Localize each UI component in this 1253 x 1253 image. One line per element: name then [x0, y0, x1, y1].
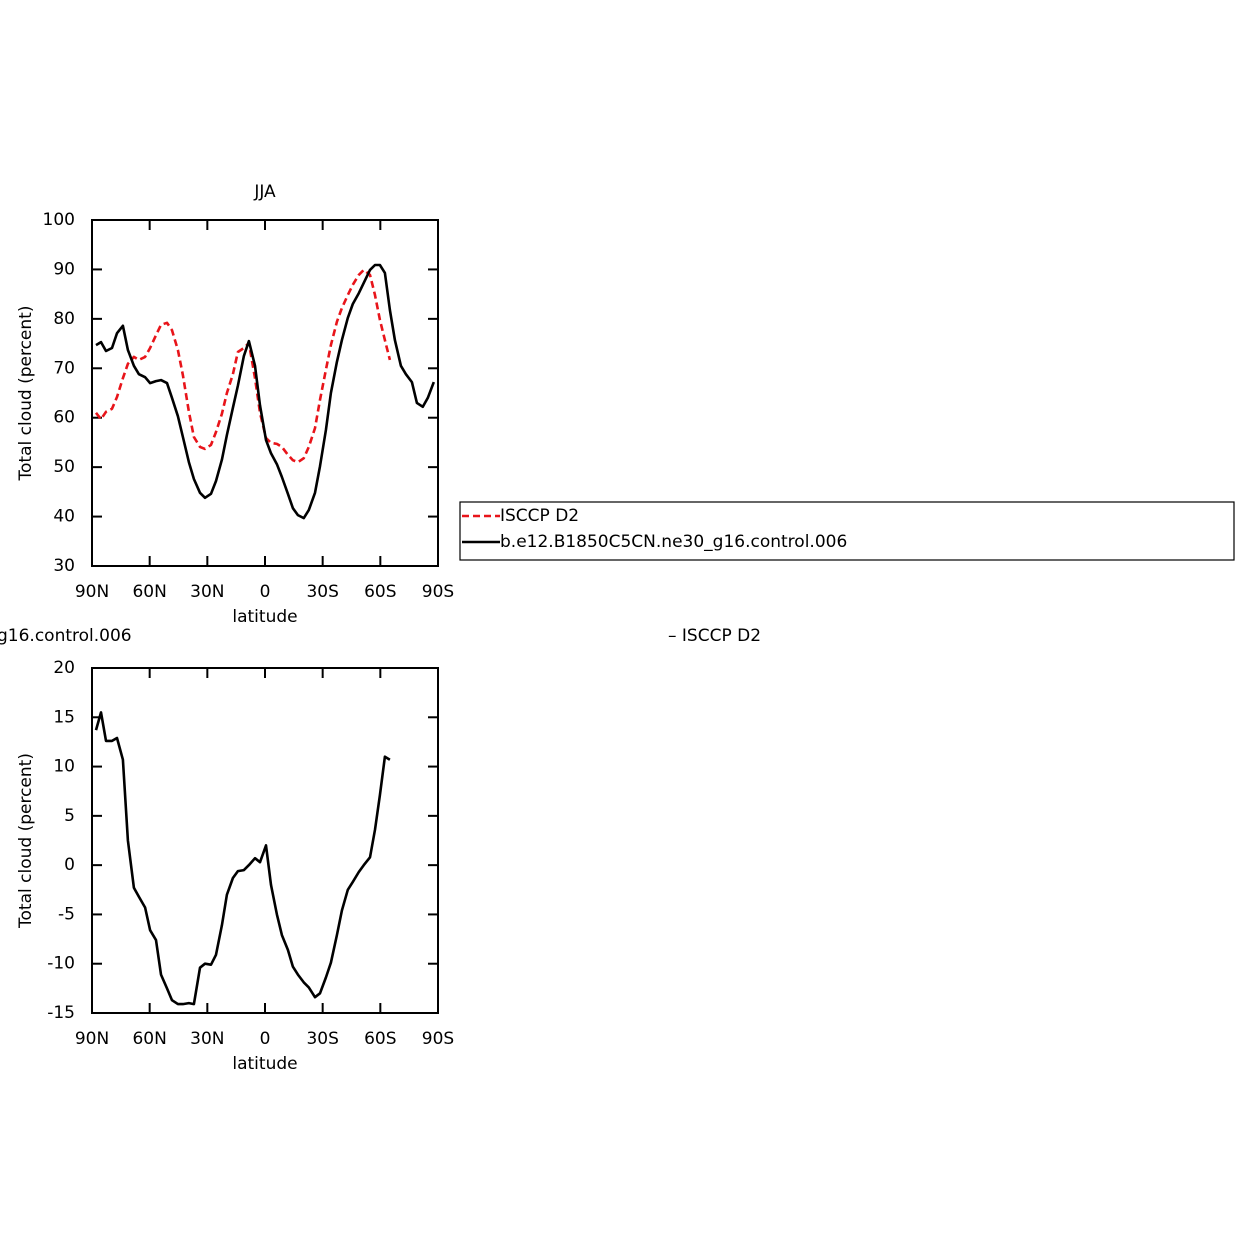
- y-tick-label: 20: [53, 658, 75, 678]
- chart-title: g16.control.006: [0, 626, 132, 646]
- y-tick-label: -10: [47, 954, 75, 974]
- x-axis-label: latitude: [232, 607, 297, 627]
- x-tick-label: 0: [260, 1029, 271, 1049]
- chart-title: – ISCCP D2: [668, 626, 761, 646]
- y-tick-label: 5: [64, 806, 75, 826]
- y-axis-label: Total cloud (percent): [16, 306, 36, 482]
- data-line: [94, 711, 391, 1006]
- x-tick-label: 30N: [190, 582, 224, 602]
- legend-label: b.e12.B1850C5CN.ne30_g16.control.006: [500, 532, 847, 552]
- y-tick-label: 40: [53, 507, 75, 527]
- x-tick-label: 60S: [364, 582, 396, 602]
- y-tick-label: 50: [53, 457, 75, 477]
- x-tick-label: 30N: [190, 1029, 224, 1049]
- x-tick-label: 30S: [306, 582, 338, 602]
- x-tick-label: 60S: [364, 1029, 396, 1049]
- chart-title: JJA: [253, 182, 276, 202]
- y-tick-label: -15: [47, 1003, 75, 1023]
- y-tick-label: 10: [53, 757, 75, 777]
- y-tick-label: 90: [53, 259, 75, 279]
- x-tick-label: 60N: [132, 1029, 166, 1049]
- y-tick-label: 0: [64, 855, 75, 875]
- y-tick-label: 15: [53, 707, 75, 727]
- data-line: [95, 263, 436, 520]
- x-tick-label: 90N: [75, 582, 109, 602]
- plot-frame: [91, 219, 439, 567]
- y-tick-label: 70: [53, 358, 75, 378]
- x-axis-label: latitude: [232, 1054, 297, 1074]
- y-axis-label: Total cloud (percent): [16, 753, 36, 929]
- x-tick-label: 30S: [306, 1029, 338, 1049]
- y-tick-label: -5: [58, 904, 75, 924]
- x-tick-label: 60N: [132, 582, 166, 602]
- x-tick-label: 0: [260, 582, 271, 602]
- plot-frame: [91, 667, 439, 1014]
- y-tick-label: 60: [53, 408, 75, 428]
- y-tick-label: 80: [53, 309, 75, 329]
- x-tick-label: 90N: [75, 1029, 109, 1049]
- legend-label: ISCCP D2: [500, 506, 579, 526]
- data-line: [94, 268, 392, 464]
- y-tick-label: 100: [43, 210, 75, 230]
- x-tick-label: 90S: [422, 1029, 454, 1049]
- x-tick-label: 90S: [422, 582, 454, 602]
- legend-box: [459, 501, 1235, 561]
- y-tick-label: 30: [53, 556, 75, 576]
